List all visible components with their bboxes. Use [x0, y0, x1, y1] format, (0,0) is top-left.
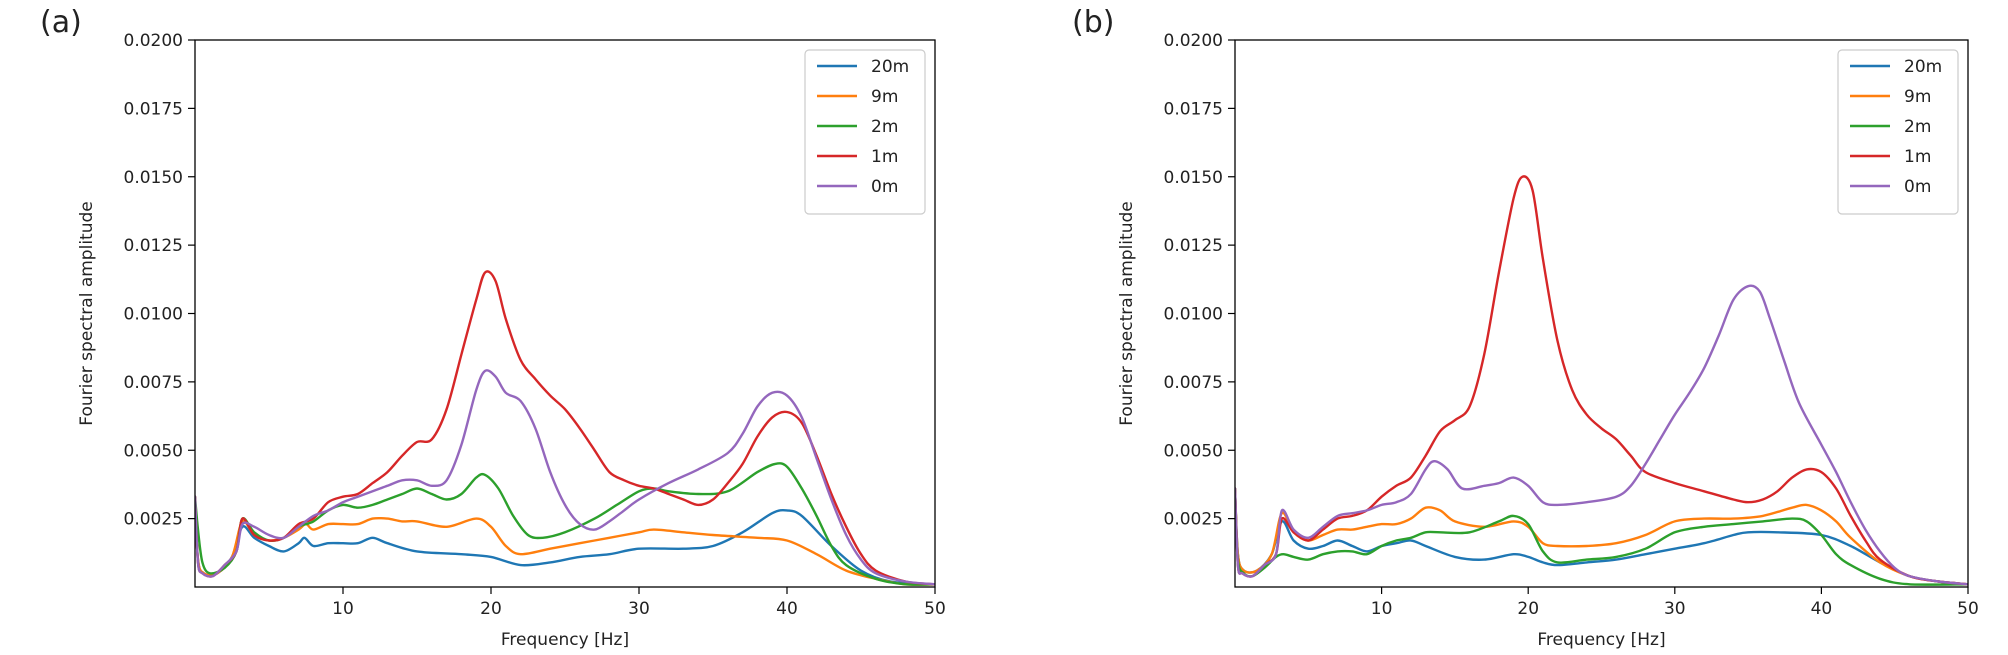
legend-label-20m: 20m	[871, 57, 909, 77]
x-tick-label: 20	[1517, 599, 1539, 619]
series-line-1m	[1235, 175, 1968, 586]
y-tick-label: 0.0150	[124, 168, 183, 188]
series-line-2m	[195, 462, 935, 586]
y-tick-label: 0.0125	[1164, 236, 1223, 256]
x-tick-label: 10	[1371, 599, 1393, 619]
series-line-20m	[1235, 487, 1968, 586]
x-axis-label: Frequency [Hz]	[501, 630, 629, 650]
panel-label: (a)	[40, 5, 82, 40]
x-tick-label: 40	[1811, 599, 1833, 619]
x-tick-label: 40	[776, 599, 798, 619]
legend-label-1m: 1m	[871, 147, 898, 167]
series-line-0m	[1235, 284, 1968, 586]
legend-label-2m: 2m	[871, 117, 898, 137]
series-line-0m	[195, 369, 935, 586]
x-axis-label: Frequency [Hz]	[1537, 630, 1665, 650]
x-tick-label: 50	[1957, 599, 1979, 619]
y-tick-label: 0.0200	[124, 31, 183, 51]
series-line-20m	[195, 495, 935, 586]
series-group	[195, 270, 935, 586]
y-tick-label: 0.0025	[1164, 510, 1223, 530]
y-tick-label: 0.0075	[124, 373, 183, 393]
series-group	[1235, 175, 1968, 586]
x-tick-label: 20	[480, 599, 502, 619]
y-tick-label: 0.0100	[124, 305, 183, 325]
legend-label-9m: 9m	[871, 87, 898, 107]
legend-label-0m: 0m	[1904, 177, 1931, 197]
y-tick-label: 0.0150	[1164, 168, 1223, 188]
panel-label: (b)	[1072, 5, 1114, 40]
x-tick-label: 10	[332, 599, 354, 619]
series-line-2m	[1235, 487, 1968, 586]
legend: 20m 9m 2m 1m 0m	[804, 49, 926, 215]
y-tick-label: 0.0025	[124, 510, 183, 530]
y-tick-label: 0.0075	[1164, 373, 1223, 393]
series-line-9m	[195, 495, 935, 586]
y-tick-label: 0.0175	[124, 99, 183, 119]
chart-panel-b: (b) 10 20 30 40 50 0.0025 0.0050 0.0075 0.0100 0.0…	[1072, 5, 1979, 650]
legend-label-2m: 2m	[1904, 117, 1931, 137]
y-tick-label: 0.0200	[1164, 31, 1223, 51]
legend-label-20m: 20m	[1904, 57, 1942, 77]
y-tick-label: 0.0050	[124, 441, 183, 461]
chart-panel-a: (a) 10 20 30 40 50 0.0025 0.0050 0.0075 0.0100 0.0…	[40, 5, 946, 650]
legend: 20m 9m 2m 1m 0m	[1837, 49, 1959, 215]
legend-box	[804, 49, 926, 215]
x-tick-label: 30	[1664, 599, 1686, 619]
x-tick-label: 30	[628, 599, 650, 619]
legend-label-0m: 0m	[871, 177, 898, 197]
series-line-1m	[195, 270, 935, 586]
legend-label-9m: 9m	[1904, 87, 1931, 107]
y-axis-label: Fourier spectral amplitude	[1117, 201, 1137, 425]
x-tick-label: 50	[924, 599, 946, 619]
y-tick-label: 0.0175	[1164, 99, 1223, 119]
y-axis-label: Fourier spectral amplitude	[77, 201, 97, 425]
legend-box	[1837, 49, 1959, 215]
y-tick-label: 0.0125	[124, 236, 183, 256]
y-tick-label: 0.0100	[1164, 305, 1223, 325]
y-tick-label: 0.0050	[1164, 441, 1223, 461]
legend-label-1m: 1m	[1904, 147, 1931, 167]
